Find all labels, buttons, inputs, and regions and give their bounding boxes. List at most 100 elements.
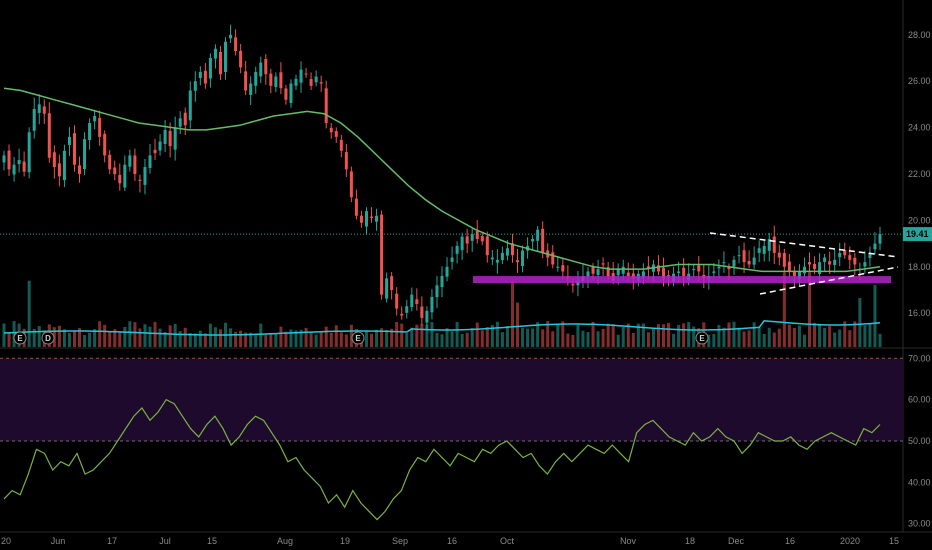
candle <box>78 165 82 174</box>
time-tick-label: Jul <box>159 536 171 546</box>
candle <box>510 243 514 256</box>
volume-bar <box>168 325 172 347</box>
candle <box>757 248 761 253</box>
candle <box>420 306 424 318</box>
volume-bar <box>591 321 595 347</box>
candle <box>813 263 817 270</box>
candle <box>274 76 278 87</box>
volume-bar <box>505 326 509 347</box>
volume-bar <box>777 328 781 347</box>
volume-bar <box>309 332 313 347</box>
candle <box>556 266 560 268</box>
rsi-tick-label: 60.00 <box>908 395 931 405</box>
candle <box>113 167 117 174</box>
volume-bar <box>727 322 731 347</box>
volume-bar <box>400 323 404 347</box>
volume-bar <box>314 334 318 347</box>
time-tick-label: 15 <box>207 536 217 546</box>
candle <box>279 72 283 89</box>
candle <box>2 155 6 163</box>
volume-bar <box>269 333 273 347</box>
candle <box>178 118 182 127</box>
volume-bar <box>707 334 711 347</box>
volume-bar <box>823 328 827 347</box>
volume-bar <box>813 322 817 347</box>
rsi-tick-label: 40.00 <box>908 477 931 487</box>
rsi-line <box>3 398 881 521</box>
volume-bar <box>611 324 615 347</box>
candle <box>183 112 187 126</box>
volume-bar <box>571 334 575 347</box>
candle <box>62 150 66 181</box>
candle <box>833 259 837 266</box>
volume-bar <box>435 332 439 347</box>
volume-bar <box>878 333 882 347</box>
volume-bar <box>249 332 253 347</box>
candle <box>329 127 333 133</box>
candle <box>269 73 273 86</box>
volume-bar <box>465 332 469 347</box>
candle <box>516 260 520 263</box>
time-tick-label: 18 <box>685 536 695 546</box>
volume-bar <box>138 328 142 347</box>
volume-bar <box>88 332 92 347</box>
volume-bar <box>2 323 6 347</box>
candle <box>143 167 147 185</box>
volume-bar <box>349 324 353 347</box>
volume-bar <box>516 302 520 347</box>
candle <box>324 88 328 123</box>
price-tick-label: 20.00 <box>908 215 931 225</box>
candle <box>667 275 671 277</box>
candle <box>742 250 746 263</box>
candle <box>299 69 303 83</box>
event-marker-label: E <box>355 334 361 343</box>
candle <box>244 71 248 91</box>
volume-bar <box>682 323 686 347</box>
volume-bar <box>858 297 862 347</box>
volume-bar <box>662 324 666 347</box>
candle <box>521 250 525 267</box>
volume-bar <box>118 332 122 347</box>
candle <box>465 236 469 244</box>
rsi-tick-label: 70.00 <box>908 353 931 363</box>
volume-bar <box>717 325 721 347</box>
candle <box>445 266 449 277</box>
volume-bar <box>289 329 293 347</box>
volume-bar <box>148 326 152 347</box>
candle <box>626 272 630 277</box>
volume-bar <box>284 331 288 347</box>
volume-bar <box>460 333 464 347</box>
volume-bar <box>475 322 479 347</box>
candle <box>485 236 489 256</box>
candle <box>838 252 842 258</box>
candle <box>304 73 308 75</box>
candle <box>224 41 228 72</box>
volume-bar <box>551 331 555 347</box>
volume-bar <box>631 332 635 347</box>
volume-bar <box>667 322 671 347</box>
event-marker <box>351 331 365 345</box>
moving-average-line <box>3 87 881 273</box>
candle <box>732 259 736 267</box>
volume-bar <box>274 333 278 347</box>
volume-bar <box>732 321 736 347</box>
candle <box>586 271 590 277</box>
volume-bar <box>576 324 580 347</box>
candle <box>823 257 827 262</box>
candle <box>72 133 76 165</box>
candle <box>762 245 766 254</box>
volume-bar <box>510 281 514 347</box>
candle <box>802 266 806 274</box>
candle <box>405 306 409 313</box>
volume-bar <box>485 326 489 347</box>
candle <box>37 104 41 113</box>
volume-bar <box>143 324 147 347</box>
indicator-lines <box>3 87 881 336</box>
volume-bar <box>430 322 434 347</box>
candle <box>375 215 379 222</box>
candle <box>727 266 731 270</box>
volume-bar <box>636 323 640 347</box>
volume-bar <box>329 332 333 347</box>
candle <box>284 88 288 100</box>
